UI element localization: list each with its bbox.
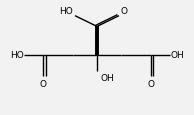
Text: O: O: [121, 6, 128, 15]
Text: OH: OH: [171, 50, 184, 59]
Text: O: O: [40, 79, 47, 88]
Text: HO: HO: [10, 50, 23, 59]
Text: O: O: [147, 79, 154, 88]
Text: OH: OH: [101, 74, 115, 83]
Text: HO: HO: [59, 6, 73, 15]
